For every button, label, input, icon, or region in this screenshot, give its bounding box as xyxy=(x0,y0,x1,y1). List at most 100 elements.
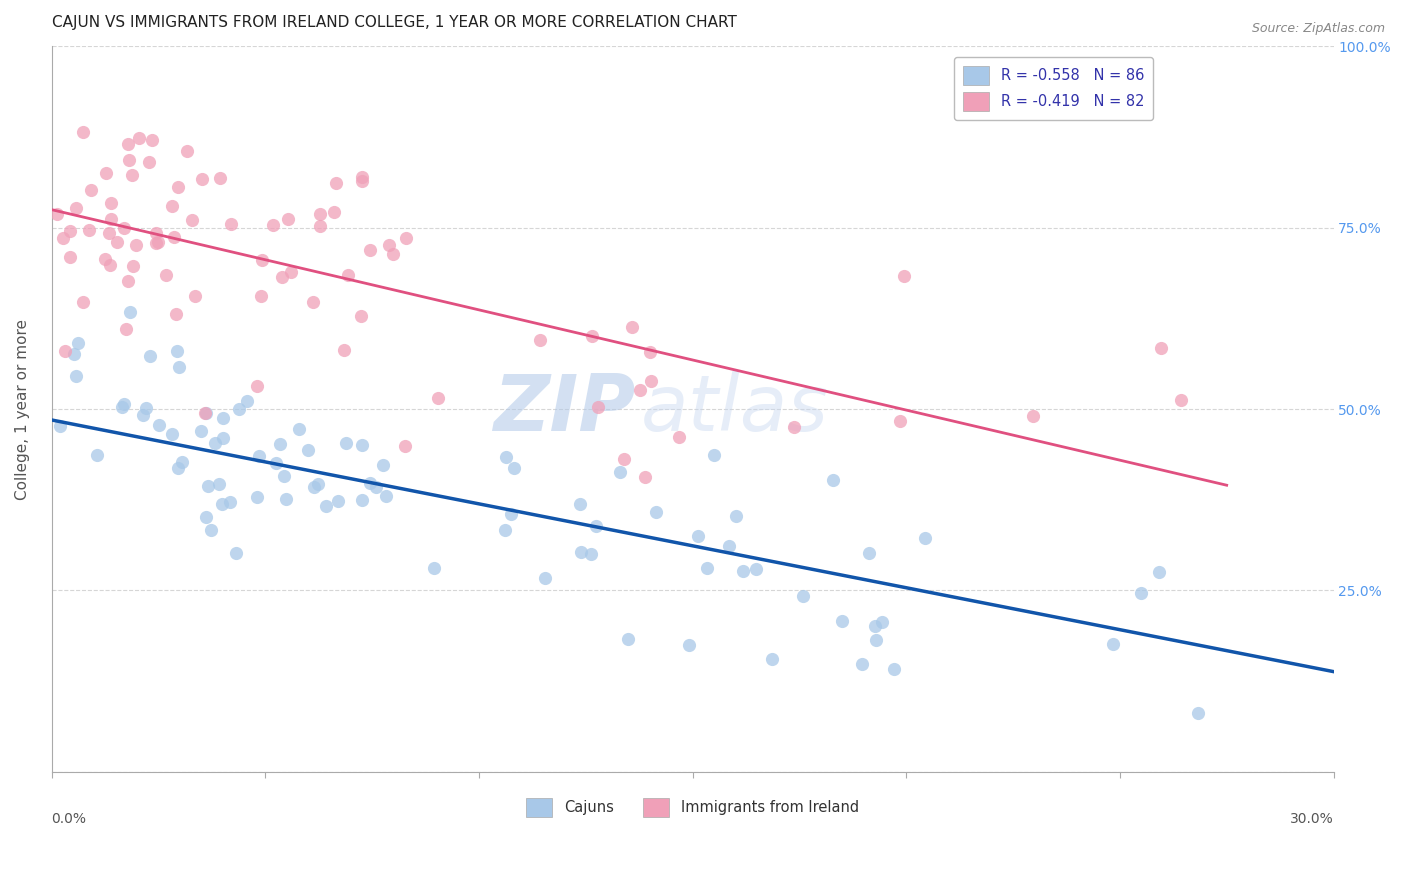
Point xyxy=(181,213,204,227)
Point xyxy=(501,508,523,522)
Point xyxy=(352,437,374,451)
Point xyxy=(352,492,374,507)
Point xyxy=(883,662,905,676)
Point xyxy=(761,652,783,666)
Point xyxy=(616,632,638,647)
Point xyxy=(100,212,122,227)
Point xyxy=(121,168,143,182)
Point xyxy=(893,269,915,284)
Point xyxy=(350,174,373,188)
Point xyxy=(688,528,710,542)
Y-axis label: College, 1 year or more: College, 1 year or more xyxy=(15,318,30,500)
Point xyxy=(579,547,602,561)
Point xyxy=(148,417,170,432)
Point xyxy=(831,614,853,628)
Point xyxy=(246,490,269,504)
Point xyxy=(628,383,651,397)
Point xyxy=(167,360,190,375)
Point xyxy=(307,476,329,491)
Text: 0.0%: 0.0% xyxy=(52,812,87,826)
Point xyxy=(167,461,190,475)
Point xyxy=(66,336,89,351)
Point xyxy=(494,523,516,537)
Point xyxy=(170,455,193,469)
Point xyxy=(731,564,754,578)
Point xyxy=(77,223,100,237)
Point xyxy=(395,230,418,244)
Point xyxy=(208,476,231,491)
Point xyxy=(274,492,297,507)
Point xyxy=(264,456,287,470)
Point xyxy=(191,172,214,186)
Point xyxy=(72,295,94,310)
Point xyxy=(640,374,662,388)
Point xyxy=(273,469,295,483)
Point xyxy=(858,546,880,560)
Point xyxy=(115,322,138,336)
Text: 30.0%: 30.0% xyxy=(1289,812,1333,826)
Point xyxy=(195,407,218,421)
Point xyxy=(45,207,67,221)
Point xyxy=(219,495,242,509)
Point xyxy=(49,418,72,433)
Point xyxy=(638,345,661,359)
Point xyxy=(609,465,631,479)
Point xyxy=(252,252,274,267)
Point xyxy=(381,247,404,261)
Point xyxy=(288,421,311,435)
Point xyxy=(350,309,373,323)
Point xyxy=(209,171,232,186)
Point xyxy=(865,633,887,648)
Point xyxy=(59,250,82,264)
Point xyxy=(870,615,893,629)
Point xyxy=(1102,637,1125,651)
Point xyxy=(586,400,609,414)
Point xyxy=(197,479,219,493)
Point xyxy=(668,430,690,444)
Point xyxy=(97,226,120,240)
Point xyxy=(160,426,183,441)
Point xyxy=(269,436,291,450)
Point xyxy=(718,539,741,553)
Point xyxy=(167,180,190,194)
Point xyxy=(110,401,132,415)
Point xyxy=(146,235,169,250)
Point xyxy=(359,476,381,491)
Point xyxy=(262,219,284,233)
Point xyxy=(645,505,668,519)
Point xyxy=(141,133,163,147)
Point xyxy=(165,307,187,321)
Point xyxy=(422,560,444,574)
Point xyxy=(374,489,396,503)
Point xyxy=(225,546,247,560)
Point xyxy=(1187,706,1209,720)
Point xyxy=(863,619,886,633)
Point xyxy=(326,494,349,508)
Point xyxy=(696,561,718,575)
Legend: Cajuns, Immigrants from Ireland: Cajuns, Immigrants from Ireland xyxy=(520,792,865,822)
Point xyxy=(105,235,128,249)
Point xyxy=(63,347,86,361)
Text: ZIP: ZIP xyxy=(492,371,636,447)
Point xyxy=(678,638,700,652)
Point xyxy=(211,411,233,425)
Point xyxy=(94,252,117,266)
Point xyxy=(145,236,167,251)
Point xyxy=(1170,392,1192,407)
Point xyxy=(219,218,242,232)
Point xyxy=(59,223,82,237)
Point xyxy=(117,137,139,152)
Point xyxy=(72,125,94,139)
Point xyxy=(118,153,141,167)
Point xyxy=(914,531,936,545)
Point xyxy=(333,343,356,358)
Point xyxy=(585,519,607,533)
Point xyxy=(271,270,294,285)
Point xyxy=(308,219,330,234)
Point xyxy=(1149,565,1171,579)
Point xyxy=(212,431,235,445)
Point xyxy=(297,442,319,457)
Point xyxy=(94,166,117,180)
Point xyxy=(120,305,142,319)
Point xyxy=(139,349,162,363)
